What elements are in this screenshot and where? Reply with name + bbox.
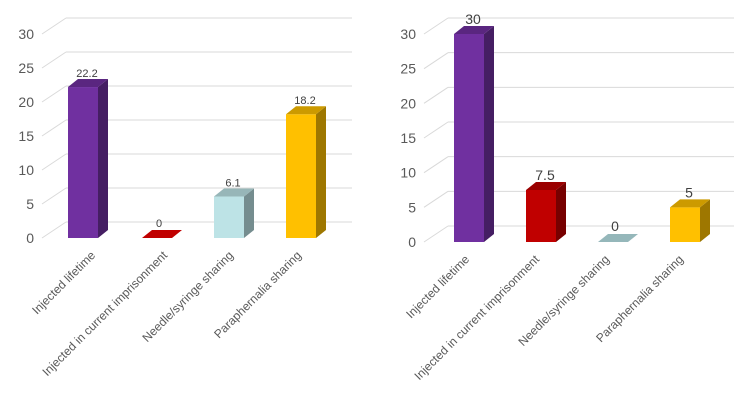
bar-top — [670, 199, 710, 208]
gridline-depth — [41, 221, 67, 239]
gridline-depth — [423, 17, 449, 35]
y-tick-label: 15 — [18, 128, 34, 144]
gridline-depth — [41, 85, 67, 103]
bar — [142, 230, 182, 238]
y-tick-label: 5 — [408, 199, 416, 215]
data-label: 0 — [611, 218, 619, 234]
bar-side — [244, 188, 254, 238]
bar-top — [214, 188, 254, 197]
y-tick-label: 15 — [400, 130, 416, 146]
y-tick-label: 30 — [400, 26, 416, 42]
bar-flat — [598, 234, 638, 242]
bar-front — [214, 196, 244, 238]
gridline-depth — [41, 153, 67, 171]
y-tick-label: 0 — [26, 230, 34, 246]
y-tick-label: 10 — [400, 165, 416, 181]
y-tick-label: 20 — [400, 95, 416, 111]
chart-1: 0 5 10 15 20 25 30 22.2 0 6.1 18.2 Injected lifetim… — [18, 17, 352, 379]
gridline-depth — [423, 121, 449, 139]
y-tick-label: 25 — [18, 60, 34, 76]
y-tick-label: 10 — [18, 162, 34, 178]
data-label: 22.2 — [76, 68, 97, 80]
bar-side — [316, 106, 326, 239]
y-tick-label: 30 — [18, 26, 34, 42]
data-label: 18.2 — [294, 95, 315, 107]
bar-flat — [142, 230, 182, 238]
bar-top — [286, 106, 326, 115]
data-label: 0 — [156, 218, 162, 230]
data-label: 7.5 — [535, 167, 555, 183]
gridline-depth — [41, 51, 67, 69]
bar — [454, 26, 494, 242]
data-label: 5 — [685, 184, 693, 200]
y-tick-label: 20 — [18, 94, 34, 110]
gridline-depth — [423, 52, 449, 70]
y-tick-label: 5 — [26, 196, 34, 212]
bar — [214, 188, 254, 238]
gridline-depth — [423, 156, 449, 174]
gridline-depth — [41, 187, 67, 205]
gridline-depth — [41, 17, 67, 35]
bar-side — [700, 199, 710, 242]
bar-front — [68, 87, 98, 238]
bar — [598, 234, 638, 242]
bar-side — [556, 182, 566, 242]
category-label: Injected lifetime — [403, 252, 472, 321]
bar-front — [526, 190, 556, 242]
bar — [286, 106, 326, 239]
bar-top — [454, 26, 494, 34]
bar-front — [670, 207, 700, 242]
category-label: Injected in current imprisonment — [39, 248, 170, 379]
y-tick-label: 0 — [408, 234, 416, 250]
bar — [68, 79, 108, 238]
data-label: 6.1 — [225, 178, 240, 190]
bar-front — [286, 114, 316, 238]
bar — [526, 182, 566, 242]
bar — [670, 199, 710, 242]
chart-2: 0 5 10 15 20 25 30 30 7.5 0 5 Injected lifetimeInje… — [400, 11, 734, 383]
bar-side — [98, 79, 108, 238]
bar-side — [484, 26, 494, 242]
bar-front — [454, 34, 484, 242]
bar-top — [68, 79, 108, 88]
data-label: 30 — [465, 11, 481, 27]
gridline-depth — [423, 190, 449, 208]
bar-top — [526, 182, 566, 190]
category-label: Injected in current imprisonment — [411, 252, 542, 383]
category-label: Injected lifetime — [29, 248, 98, 317]
gridline-depth — [423, 86, 449, 104]
gridline-depth — [423, 225, 449, 243]
y-tick-label: 25 — [400, 61, 416, 77]
gridline-depth — [41, 119, 67, 137]
